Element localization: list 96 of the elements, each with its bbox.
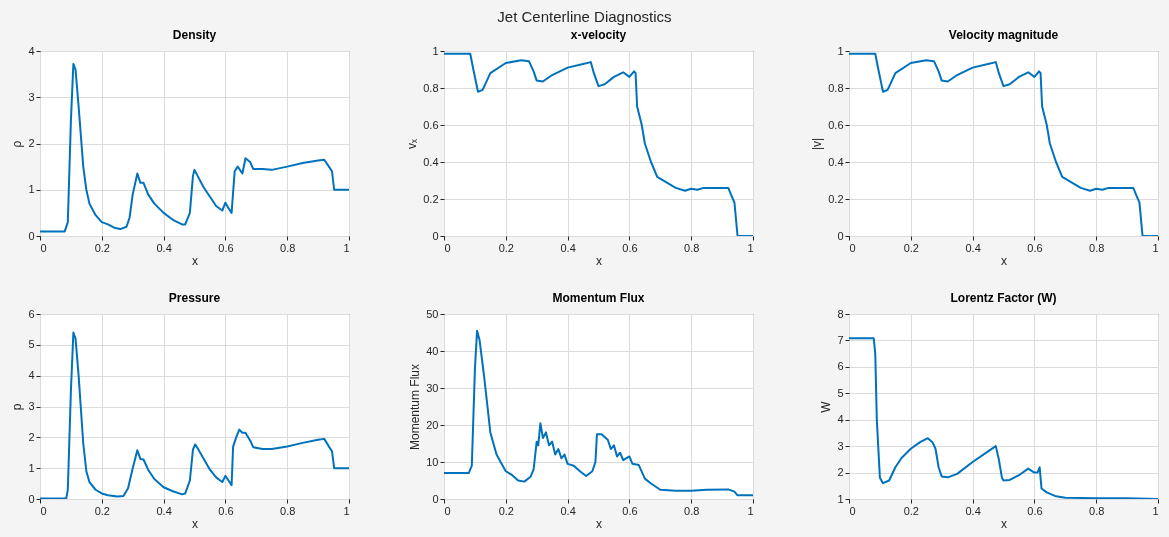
chart-title: x-velocity bbox=[570, 28, 627, 42]
y-tick-label: 0.4 bbox=[828, 155, 844, 168]
x-tick-label: 0.8 bbox=[684, 504, 700, 517]
line-series bbox=[444, 52, 753, 236]
x-tick-label: 0.6 bbox=[622, 504, 638, 517]
y-axis-title: vₓ bbox=[405, 138, 420, 149]
y-tick-label: 8 bbox=[837, 307, 844, 320]
y-axis-title: p bbox=[10, 403, 25, 411]
x-tick-label: 0.6 bbox=[218, 241, 234, 254]
y-tick-label: 20 bbox=[426, 418, 439, 431]
y-tick-label: 1 bbox=[432, 44, 439, 57]
x-tick-label: 0.2 bbox=[94, 504, 110, 517]
chart-title: Lorentz Factor (W) bbox=[950, 291, 1057, 305]
x-axis-title: x bbox=[192, 253, 198, 268]
y-tick-label: 10 bbox=[426, 455, 439, 468]
x-tick-label: 0.8 bbox=[280, 241, 296, 254]
y-tick-label: 4 bbox=[28, 369, 35, 382]
y-tick-label: 6 bbox=[837, 360, 844, 373]
line-series bbox=[40, 62, 349, 233]
x-tick-label: 0.4 bbox=[965, 504, 981, 517]
y-axis-title: ρ bbox=[10, 140, 25, 148]
y-tick-label: 2 bbox=[28, 137, 35, 149]
y-tick-label: 7 bbox=[837, 333, 844, 346]
x-tick-label: 0.4 bbox=[560, 504, 576, 517]
x-tick-label: 0.2 bbox=[94, 241, 110, 254]
x-tick-label: 0.4 bbox=[156, 504, 172, 517]
y-tick-label: 30 bbox=[426, 381, 439, 394]
x-tick-label: 0 bbox=[849, 504, 856, 517]
x-tick-label: 0 bbox=[40, 241, 47, 254]
x-tick-label: 0 bbox=[40, 504, 47, 517]
y-tick-label: 40 bbox=[426, 344, 439, 357]
x-tick-label: 1 bbox=[343, 241, 350, 254]
x-tick-label: 0.2 bbox=[903, 241, 919, 254]
y-tick-label: 0.6 bbox=[828, 118, 844, 131]
x-tick-label: 0 bbox=[849, 241, 856, 254]
x-tick-label: 1 bbox=[343, 504, 350, 517]
x-tick-label: 0 bbox=[444, 504, 451, 517]
x-tick-label: 1 bbox=[1152, 504, 1159, 517]
x-tick-label: 0.2 bbox=[498, 241, 514, 254]
y-tick-label: 2 bbox=[28, 430, 35, 443]
x-tick-label: 0.6 bbox=[1027, 504, 1043, 517]
y-tick-label: 3 bbox=[28, 400, 35, 412]
chart-title: Pressure bbox=[168, 291, 221, 305]
y-axis-title: |v| bbox=[810, 137, 825, 151]
x-tick-label: 0.8 bbox=[1089, 504, 1105, 517]
y-tick-label: 4 bbox=[28, 44, 35, 57]
y-tick-label: 1 bbox=[28, 183, 35, 196]
y-tick-label: 0.2 bbox=[828, 192, 844, 205]
x-tick-label: 0.2 bbox=[903, 504, 919, 517]
chart-title: Density bbox=[172, 28, 217, 42]
x-axis-title: x bbox=[1001, 253, 1007, 268]
x-tick-label: 0.4 bbox=[156, 241, 172, 254]
y-tick-label: 0.4 bbox=[423, 155, 439, 168]
x-axis-title: x bbox=[596, 516, 602, 531]
line-series bbox=[849, 52, 1158, 236]
x-tick-label: 0.8 bbox=[1089, 241, 1105, 254]
x-tick-label: 1 bbox=[747, 504, 754, 517]
y-tick-label: 4 bbox=[837, 413, 844, 426]
x-tick-label: 0 bbox=[444, 241, 451, 254]
y-tick-label: 0 bbox=[28, 229, 35, 242]
x-tick-label: 0.4 bbox=[965, 241, 981, 254]
text: Jet Centerline Diagnostics bbox=[496, 8, 673, 25]
x-tick-label: 0.8 bbox=[684, 241, 700, 254]
x-axis-title: x bbox=[596, 253, 602, 268]
y-tick-label: 0.8 bbox=[423, 81, 439, 94]
x-axis-title: x bbox=[1001, 516, 1007, 531]
y-tick-label: 0 bbox=[432, 492, 439, 505]
y-tick-label: 0.2 bbox=[423, 192, 439, 205]
chart-title: Velocity magnitude bbox=[948, 28, 1059, 42]
y-tick-label: 5 bbox=[837, 386, 844, 399]
y-tick-label: 3 bbox=[837, 439, 844, 452]
x-tick-label: 0.6 bbox=[218, 504, 234, 517]
y-tick-label: 6 bbox=[28, 307, 35, 320]
y-tick-label: 2 bbox=[837, 466, 844, 479]
x-tick-label: 0.6 bbox=[1027, 241, 1043, 254]
x-axis-title: x bbox=[192, 516, 198, 531]
x-tick-label: 1 bbox=[1152, 241, 1159, 254]
y-axis-title: Momentum Flux bbox=[408, 363, 423, 451]
x-tick-label: 0.6 bbox=[622, 241, 638, 254]
y-tick-label: 0 bbox=[28, 492, 35, 505]
y-axis-title: W bbox=[819, 400, 834, 413]
y-tick-label: 3 bbox=[28, 90, 35, 103]
x-tick-label: 1 bbox=[747, 241, 754, 254]
y-tick-label: 1 bbox=[837, 492, 844, 505]
y-tick-label: 0.6 bbox=[423, 118, 439, 131]
y-tick-label: 1 bbox=[837, 44, 844, 57]
x-tick-label: 0.2 bbox=[498, 504, 514, 517]
y-tick-label: 0.8 bbox=[828, 81, 844, 94]
x-tick-label: 0.4 bbox=[560, 241, 576, 254]
chart-title: Momentum Flux bbox=[552, 291, 645, 305]
y-tick-label: 0 bbox=[432, 229, 439, 242]
x-tick-label: 0.8 bbox=[280, 504, 296, 517]
y-tick-label: 1 bbox=[28, 461, 35, 474]
y-tick-label: 0 bbox=[837, 229, 844, 242]
y-tick-label: 5 bbox=[28, 338, 35, 351]
y-tick-label: 50 bbox=[426, 307, 439, 320]
